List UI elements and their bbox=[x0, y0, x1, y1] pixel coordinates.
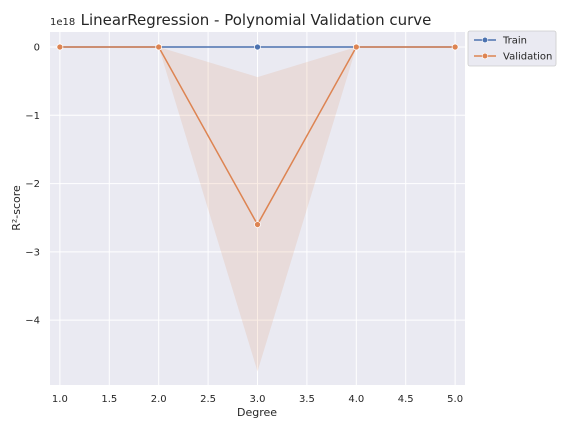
x-tick-label: 2.5 bbox=[200, 394, 216, 405]
validation-point bbox=[56, 43, 64, 51]
confidence-bands bbox=[59, 47, 456, 372]
y-tick-label: −3 bbox=[25, 247, 40, 258]
x-tick-labels: 1.0 1.5 2.0 2.5 3.0 3.5 4.0 4.5 5.0 bbox=[52, 394, 463, 405]
legend-train-label: Train bbox=[502, 36, 527, 47]
legend: Train Validation bbox=[467, 30, 557, 67]
x-tick-label: 4.5 bbox=[398, 394, 414, 405]
validation-confidence-band bbox=[59, 47, 456, 372]
series-markers bbox=[56, 43, 459, 228]
y-offset-label: 1e18 bbox=[50, 17, 75, 28]
x-tick-label: 3.0 bbox=[250, 394, 266, 405]
y-tick-label: −1 bbox=[25, 111, 40, 122]
y-tick-label: −2 bbox=[25, 179, 40, 190]
validation-point bbox=[155, 43, 163, 51]
legend-validation-marker bbox=[481, 52, 489, 60]
validation-point bbox=[451, 43, 459, 51]
x-tick-label: 1.5 bbox=[101, 394, 117, 405]
y-tick-label: −4 bbox=[25, 316, 40, 327]
x-tick-label: 4.0 bbox=[348, 394, 364, 405]
validation-point bbox=[352, 43, 360, 51]
validation-point bbox=[254, 221, 261, 228]
y-axis-label: R²-score bbox=[10, 185, 23, 231]
legend-validation-label: Validation bbox=[503, 52, 552, 63]
train-point bbox=[254, 43, 261, 51]
x-axis-label: Degree bbox=[237, 406, 277, 419]
y-tick-labels: 0 −1 −2 −3 −4 bbox=[25, 43, 40, 327]
x-tick-label: 1.0 bbox=[52, 394, 68, 405]
grid-lines bbox=[50, 32, 465, 385]
y-tick-label: 0 bbox=[34, 43, 40, 54]
legend-train-marker bbox=[481, 36, 489, 44]
x-tick-label: 3.5 bbox=[299, 394, 315, 405]
chart-title: LinearRegression - Polynomial Validation… bbox=[81, 11, 432, 29]
x-tick-label: 2.0 bbox=[151, 394, 167, 405]
x-tick-label: 5.0 bbox=[447, 394, 463, 405]
